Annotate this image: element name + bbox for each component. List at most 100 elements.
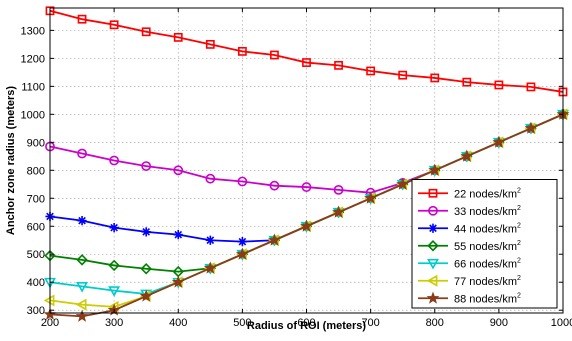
data-point — [430, 73, 440, 83]
y-axis-title: Anchor zone radius (meters) — [5, 86, 17, 235]
data-point — [205, 39, 215, 49]
data-point — [398, 70, 408, 80]
x-tick-label: 400 — [169, 317, 187, 329]
data-point — [141, 27, 151, 37]
y-tick-label: 300 — [27, 305, 45, 317]
legend-label-superscript: 2 — [517, 187, 521, 194]
x-tick-label: 200 — [41, 317, 59, 329]
y-tick-label: 1300 — [21, 25, 45, 37]
data-point — [364, 191, 378, 204]
data-point — [366, 66, 376, 76]
data-point — [205, 235, 215, 245]
data-point — [76, 254, 88, 266]
data-point — [109, 223, 119, 233]
data-point — [428, 163, 442, 176]
data-point — [108, 259, 120, 272]
legend-entry: 44 nodes/km2 — [418, 222, 521, 235]
data-point — [334, 60, 343, 70]
legend-label-superscript: 2 — [517, 275, 521, 282]
legend-label: 55 nodes/km2 — [454, 240, 521, 253]
legend: 22 nodes/km2 33 nodes/km2 44 nodes/km2 55 n… — [411, 179, 558, 309]
x-tick-label: 700 — [361, 317, 379, 329]
data-point — [494, 80, 504, 90]
data-point — [203, 261, 217, 274]
y-tick-label: 1000 — [21, 109, 45, 121]
legend-label-superscript: 2 — [517, 222, 521, 229]
legend-label: 88 nodes/km2 — [454, 292, 521, 305]
x-tick-label: 600 — [297, 317, 315, 329]
data-point — [268, 233, 281, 246]
data-point — [426, 291, 440, 304]
data-point — [75, 298, 87, 311]
x-axis-title: Radius of ROI (meters) — [247, 320, 367, 332]
data-point — [237, 46, 247, 56]
legend-label-superscript: 2 — [517, 240, 521, 247]
data-point — [235, 247, 249, 260]
y-tick-label: 600 — [27, 221, 45, 233]
data-point — [173, 165, 184, 176]
data-point — [462, 77, 472, 87]
data-point — [302, 58, 311, 67]
tick-layer: 2003004005006007008009001000300400500600… — [21, 8, 572, 329]
data-point — [270, 50, 279, 60]
data-point — [269, 180, 280, 191]
data-point — [109, 20, 119, 30]
legend-entry: 66 nodes/km2 — [418, 257, 521, 270]
data-point — [140, 263, 152, 275]
data-point — [205, 173, 216, 184]
data-point — [141, 161, 152, 171]
data-point — [171, 275, 185, 288]
legend-entry: 88 nodes/km2 — [418, 291, 521, 305]
y-tick-label: 700 — [27, 193, 45, 205]
y-tick-label: 500 — [27, 249, 45, 261]
data-point — [141, 227, 151, 237]
data-point — [75, 309, 89, 322]
data-point — [428, 223, 438, 233]
legend-label: 77 nodes/km2 — [454, 275, 521, 288]
y-tick-label: 900 — [27, 137, 45, 149]
data-point — [77, 14, 87, 24]
data-point — [427, 258, 439, 270]
series-layer — [43, 6, 570, 322]
data-point — [427, 240, 439, 252]
data-point — [428, 205, 438, 216]
legend-label: 44 nodes/km2 — [454, 222, 521, 235]
y-tick-label: 1100 — [21, 81, 45, 93]
legend-label: 22 nodes/km2 — [454, 187, 521, 200]
data-point — [109, 155, 120, 166]
legend-entry: 33 nodes/km2 — [418, 205, 521, 218]
data-point — [237, 176, 248, 187]
data-point — [526, 82, 536, 92]
legend-label-superscript: 2 — [517, 292, 521, 299]
y-tick-label: 400 — [27, 277, 45, 289]
data-point — [524, 121, 538, 134]
legend-entry: 22 nodes/km2 — [418, 187, 521, 200]
legend-label-superscript: 2 — [517, 205, 521, 212]
data-point — [77, 216, 87, 226]
data-point — [492, 135, 506, 148]
data-point — [173, 32, 183, 42]
data-point — [108, 286, 121, 297]
x-tick-label: 500 — [233, 317, 251, 329]
data-point — [332, 205, 345, 218]
x-tick-label: 1000 — [551, 317, 572, 329]
x-tick-label: 800 — [426, 317, 444, 329]
data-point — [333, 184, 344, 195]
x-tick-label: 900 — [490, 317, 508, 329]
data-point — [460, 149, 474, 162]
data-point — [300, 219, 313, 232]
series-1 — [45, 6, 568, 97]
y-tick-label: 800 — [27, 165, 45, 177]
data-point — [301, 182, 312, 192]
data-point — [426, 274, 438, 287]
data-point — [428, 188, 438, 198]
data-point — [139, 289, 153, 302]
y-tick-label: 1200 — [21, 53, 45, 65]
data-point — [173, 230, 183, 240]
legend-entry: 77 nodes/km2 — [418, 275, 521, 288]
legend-entry: 55 nodes/km2 — [418, 240, 521, 253]
legend-label-superscript: 2 — [517, 257, 521, 264]
data-point — [76, 282, 89, 293]
legend-label: 66 nodes/km2 — [454, 257, 521, 270]
